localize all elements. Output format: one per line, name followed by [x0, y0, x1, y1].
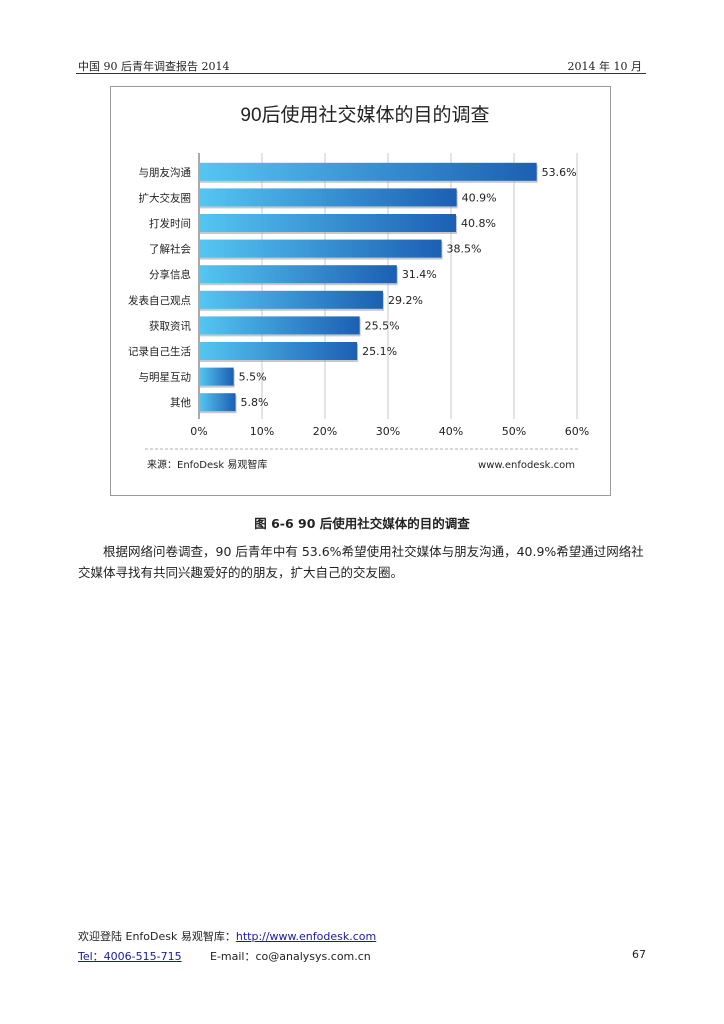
- header-date: 2014 年 10 月: [567, 60, 642, 73]
- value-label: 5.8%: [241, 396, 269, 409]
- category-label: 与明星互动: [139, 372, 192, 384]
- chart-source: 来源：EnfoDesk 易观智库: [147, 458, 267, 471]
- header-report-title: 中国 90 后青年调查报告 2014: [78, 60, 230, 73]
- value-label: 25.1%: [362, 345, 397, 358]
- page-number: 67: [632, 948, 646, 961]
- value-label: 25.5%: [365, 319, 400, 332]
- x-tick-label: 20%: [313, 425, 337, 438]
- category-label: 与朋友沟通: [139, 166, 192, 179]
- header-divider: [76, 73, 646, 74]
- x-tick-label: 10%: [250, 425, 274, 438]
- footer-welcome-text: 欢迎登陆 EnfoDesk 易观智库：: [78, 930, 236, 943]
- category-label: 获取资讯: [149, 319, 191, 332]
- value-label: 5.5%: [239, 371, 267, 384]
- category-label: 发表自己观点: [128, 294, 191, 307]
- bar: [199, 290, 383, 309]
- figure-caption: 图 6-6 90 后使用社交媒体的目的调查: [254, 516, 470, 531]
- footer-tel-link[interactable]: Tel：4006-515-715: [78, 950, 182, 963]
- category-label: 其他: [170, 396, 191, 409]
- category-label: 扩大交友圈: [139, 191, 192, 204]
- x-tick-label: 30%: [376, 425, 400, 438]
- bar: [199, 342, 358, 360]
- value-label: 31.4%: [402, 268, 437, 281]
- bar: [199, 239, 442, 258]
- footer-email: E-mail：co@analysys.com.cn: [210, 948, 371, 964]
- x-tick-label: 40%: [439, 425, 463, 438]
- bar: [199, 162, 537, 181]
- bar: [199, 265, 397, 284]
- x-tick-label: 60%: [565, 425, 589, 438]
- chart-frame: 90后使用社交媒体的目的调查 与朋友沟通 53.6% 扩大交友圈 40.9% 打发时间 4…: [110, 86, 611, 496]
- footer-contact: Tel：4006-515-715 E-mail：co@analysys.com.…: [78, 948, 371, 964]
- footer-welcome: 欢迎登陆 EnfoDesk 易观智库：http://www.enfodesk.c…: [78, 928, 376, 944]
- bar: [199, 214, 457, 232]
- x-tick-label: 0%: [190, 425, 207, 438]
- value-label: 40.9%: [462, 191, 497, 204]
- category-label: 了解社会: [149, 243, 191, 256]
- category-label: 分享信息: [149, 268, 191, 281]
- bar: [199, 316, 360, 335]
- bar: [199, 393, 236, 412]
- chart-site: www.enfodesk.com: [478, 460, 575, 471]
- bar-chart: 90后使用社交媒体的目的调查 与朋友沟通 53.6% 扩大交友圈 40.9% 打发时间 4…: [128, 104, 589, 471]
- footer-email-label: E-mail：: [210, 950, 256, 963]
- chart-title: 90后使用社交媒体的目的调查: [240, 104, 489, 126]
- value-label: 38.5%: [447, 243, 482, 256]
- footer-email-address[interactable]: co@analysys.com.cn: [255, 950, 371, 963]
- footer-url-link[interactable]: http://www.enfodesk.com: [235, 930, 377, 943]
- category-label: 打发时间: [149, 217, 191, 230]
- value-label: 53.6%: [542, 166, 577, 179]
- category-label: 记录自己生活: [128, 345, 191, 358]
- body-paragraph: 根据网络问卷调查，90 后青年中有 53.6%希望使用社交媒体与朋友沟通，40.…: [78, 544, 644, 580]
- bar: [199, 188, 457, 207]
- value-label: 29.2%: [388, 294, 423, 307]
- x-tick-label: 50%: [502, 425, 526, 438]
- bar: [199, 367, 234, 386]
- value-label: 40.8%: [461, 217, 496, 230]
